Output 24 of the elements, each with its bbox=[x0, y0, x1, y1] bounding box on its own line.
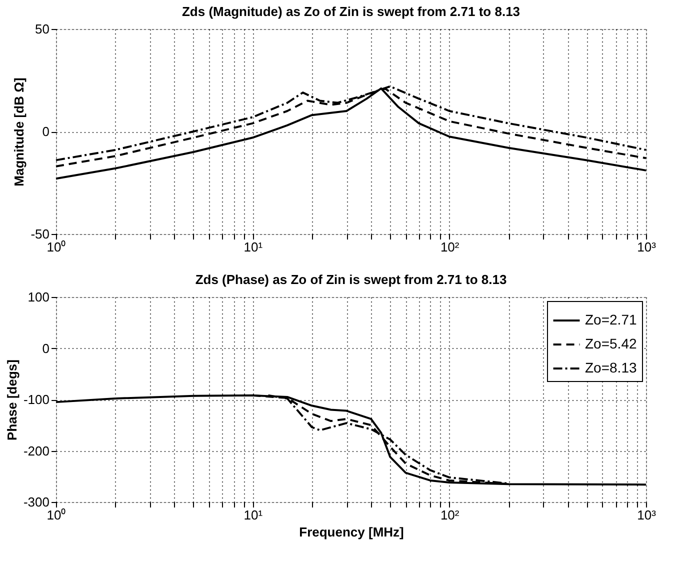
y-tick-label: 100 bbox=[28, 290, 50, 304]
legend-label: Zo=2.71 bbox=[585, 312, 637, 328]
x-tick-label: 10³ bbox=[637, 508, 657, 522]
y-tick-label: 0 bbox=[42, 124, 50, 139]
x-tick-label: 10³ bbox=[637, 240, 657, 254]
chart-title: Zds (Magnitude) as Zo of Zin is swept from 2.71 to 8.13 bbox=[182, 4, 520, 19]
y-tick-label: -100 bbox=[23, 392, 50, 407]
legend-label: Zo=8.13 bbox=[585, 360, 637, 376]
y-tick-label: -50 bbox=[30, 226, 50, 242]
y-axis-title: Phase [degs] bbox=[4, 360, 20, 440]
y-tick-label: 0 bbox=[42, 340, 50, 356]
y-tick-label: -200 bbox=[23, 443, 50, 458]
y-tick-label: 50 bbox=[35, 22, 50, 36]
x-tick-label: 10² bbox=[440, 240, 460, 254]
y-tick-label: -300 bbox=[23, 494, 50, 510]
x-axis-title: Frequency [MHz] bbox=[299, 524, 404, 540]
x-tick-label: 10¹ bbox=[244, 508, 264, 522]
x-tick-label: 10⁰ bbox=[46, 240, 66, 254]
x-tick-label: 10² bbox=[440, 508, 460, 522]
legend-label: Zo=5.42 bbox=[585, 336, 637, 352]
chart-title: Zds (Phase) as Zo of Zin is swept from 2.71 to 8.13 bbox=[195, 272, 507, 287]
x-tick-label: 10⁰ bbox=[46, 508, 66, 522]
x-tick-label: 10¹ bbox=[244, 240, 264, 254]
y-axis-title: Magnitude [dB Ω] bbox=[12, 78, 27, 186]
